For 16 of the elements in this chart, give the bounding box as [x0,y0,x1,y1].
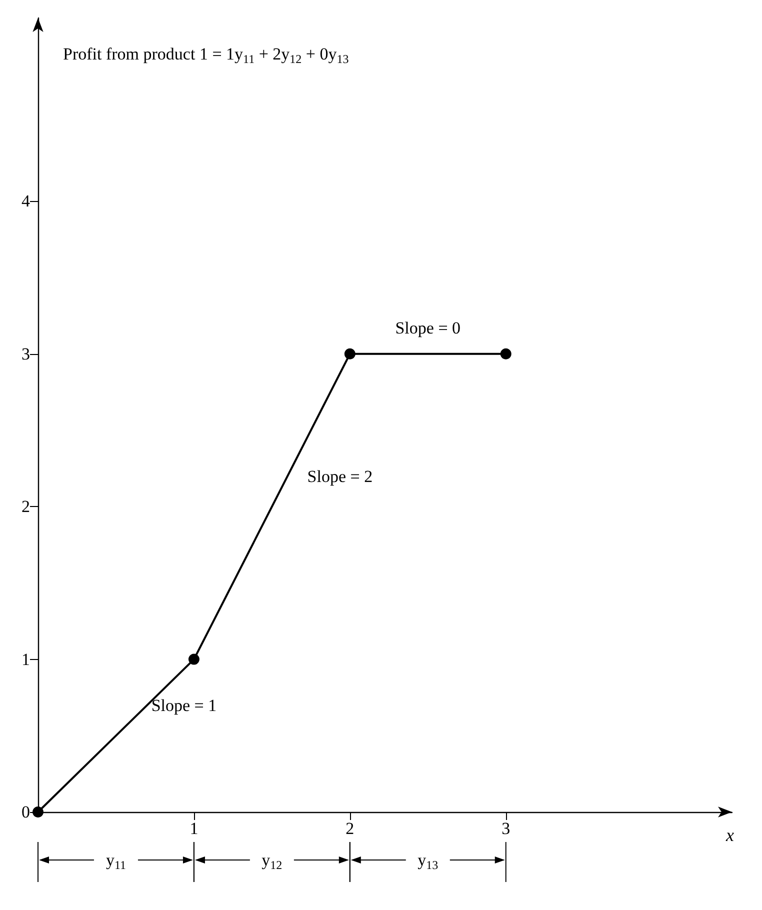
y-tick-label: 4 [22,192,30,211]
x-tick-label: 3 [502,819,510,838]
y-tick-label: 1 [22,650,30,669]
point [500,348,512,360]
annotation: Slope = 2 [307,467,373,486]
y-tick-label: 2 [22,497,30,516]
x-axis-title: x [725,825,734,845]
x-tick-label: 2 [346,819,354,838]
annotation: Slope = 0 [395,318,461,338]
y-tick-label: 0 [22,802,30,822]
point [344,348,356,360]
x-tick-label: 1 [190,819,198,838]
point [32,806,44,818]
point [188,654,200,665]
annotation: Slope = 1 [151,696,217,716]
y-tick-label: 3 [22,344,30,364]
